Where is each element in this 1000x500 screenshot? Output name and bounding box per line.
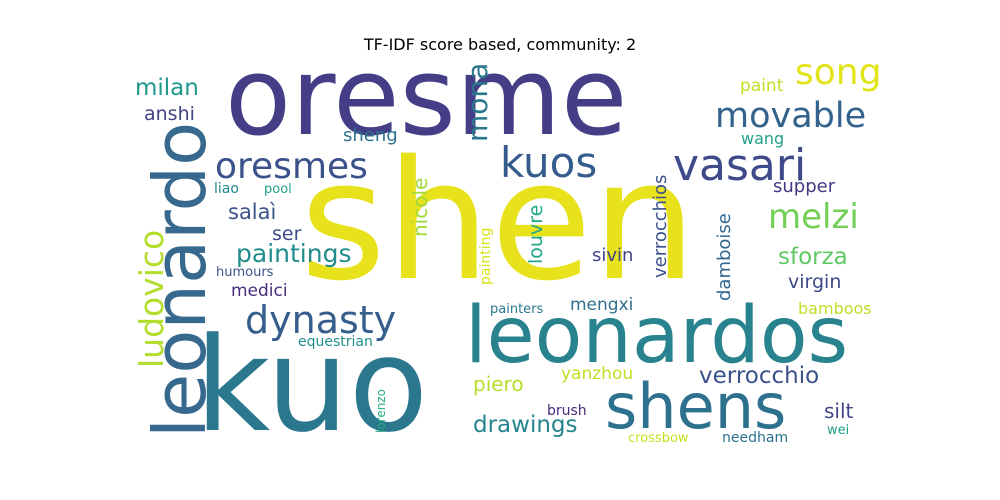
word-melzi: melzi [768,197,859,237]
word-kuos: kuos [500,138,597,187]
word-sivin: sivin [592,245,633,266]
word-sforza: sforza [778,244,848,270]
word-needham: needham [722,430,788,446]
word-milan: milan [135,75,199,101]
word-ser: ser [272,223,302,245]
word-nicole: nicole [408,178,432,237]
word-brush: brush [547,403,587,419]
chart-title: TF-IDF score based, community: 2 [363,35,637,54]
word-lorenzo: lorenzo [374,389,388,433]
word-silt: silt [824,399,854,423]
word-yanzhou: yanzhou [561,364,633,384]
word-painting: painting [478,228,494,285]
word-vasari: vasari [673,140,806,191]
word-oresmes: oresmes [215,146,368,187]
word-wei: wei [827,423,849,438]
word-equestrian: equestrian [298,334,373,350]
word-supper: supper [773,176,836,197]
word-leonardo: leonardo [138,122,222,438]
word-wang: wang [741,129,784,148]
word-movable: movable [715,96,866,136]
word-damboise: damboise [714,213,735,301]
word-drawings: drawings [473,412,578,438]
word-mengxi: mengxi [570,295,633,315]
word-piero: piero [473,372,524,396]
word-dynasty: dynasty [245,298,396,342]
word-kuo: kuo [195,309,428,461]
word-verrocchio: verrocchio [699,363,819,389]
word-song: song [795,52,881,93]
word-crossbow: crossbow [628,431,689,446]
word-louvre: louvre [525,205,547,264]
word-shen: shen [300,125,697,317]
word-ludovico: ludovico [132,230,171,368]
word-verrocchios: verrocchios [650,175,671,278]
word-medici: medici [231,281,288,301]
word-paintings: paintings [236,239,351,268]
word-leonardos: leonardos [465,291,848,381]
word-shens: shens [605,370,786,443]
word-liao: liao [214,181,239,197]
word-oresme: oresme [225,35,627,160]
word-sala-: salaì [228,200,276,224]
word-sheng: sheng [343,125,398,146]
word-humours: humours [216,265,274,280]
word-paint: paint [740,76,784,96]
word-bamboos: bamboos [798,299,872,318]
word-virgin: virgin [788,271,841,293]
word-mona: mona [461,63,494,142]
word-pool: pool [264,182,292,197]
word-anshi: anshi [144,103,195,125]
word-painters: painters [490,302,544,317]
